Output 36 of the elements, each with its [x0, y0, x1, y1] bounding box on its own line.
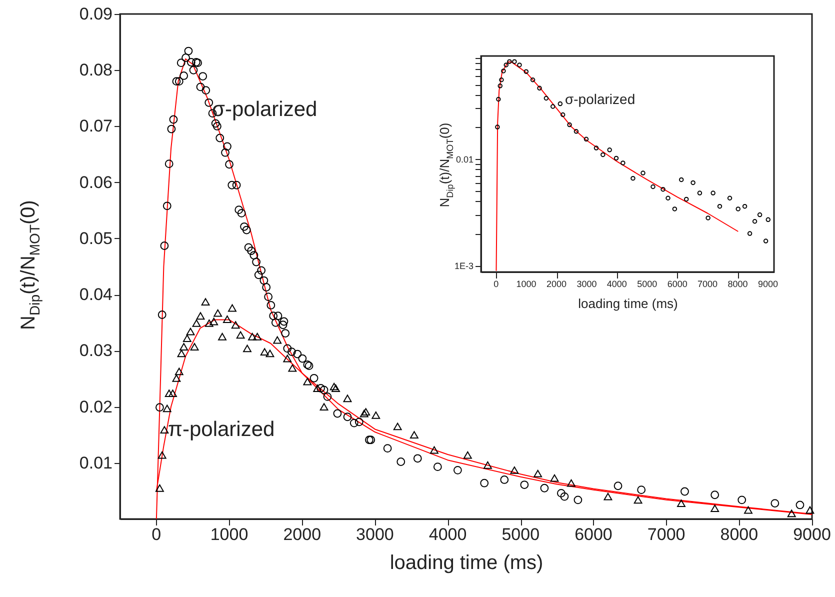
- x-tick-label: 7000: [647, 525, 686, 544]
- y-tick-label: 1E-3: [454, 261, 474, 272]
- annotation: π-polarized: [168, 418, 275, 441]
- x-tick-label: 8000: [720, 525, 758, 544]
- annotation: σ-polarized: [565, 91, 636, 107]
- x-tick-label: 9000: [793, 525, 831, 544]
- x-tick-label: 5000: [637, 279, 658, 289]
- x-tick-label: 0: [152, 525, 162, 544]
- x-tick-label: 5000: [502, 525, 540, 544]
- x-tick-label: 6000: [667, 279, 688, 289]
- x-tick-label: 7000: [698, 279, 718, 289]
- y-tick-label: 0.04: [79, 285, 112, 304]
- y-tick-label: 0.03: [79, 341, 112, 360]
- x-tick-label: 6000: [574, 525, 612, 544]
- y-tick-label: 0.06: [79, 172, 112, 192]
- x-tick-label: 1000: [210, 525, 248, 544]
- y-tick-label: 0.01: [79, 453, 112, 472]
- y-tick-label: 0.07: [79, 116, 112, 136]
- x-tick-label: 2000: [283, 525, 322, 544]
- x-tick-label: 4000: [606, 279, 627, 289]
- x-tick-label: 1000: [516, 279, 536, 289]
- y-tick-label: 0.02: [79, 397, 112, 416]
- x-tick-label: 9000: [758, 279, 778, 289]
- x-axis-title: loading time (ms): [390, 552, 544, 574]
- x-tick-label: 3000: [576, 279, 597, 289]
- y-tick-label: 0.05: [79, 228, 112, 248]
- x-tick-label: 0: [494, 279, 499, 289]
- y-tick-label: 0.09: [79, 4, 112, 24]
- x-tick-label: 3000: [356, 525, 394, 544]
- y-tick-label: 0.01: [456, 154, 474, 165]
- x-tick-label: 2000: [546, 279, 567, 289]
- y-tick-label: 0.08: [79, 60, 112, 80]
- x-tick-label: 8000: [728, 279, 748, 289]
- annotation: σ-polarized: [212, 98, 318, 121]
- x-tick-label: 4000: [428, 525, 467, 544]
- x-axis-title: loading time (ms): [578, 296, 678, 311]
